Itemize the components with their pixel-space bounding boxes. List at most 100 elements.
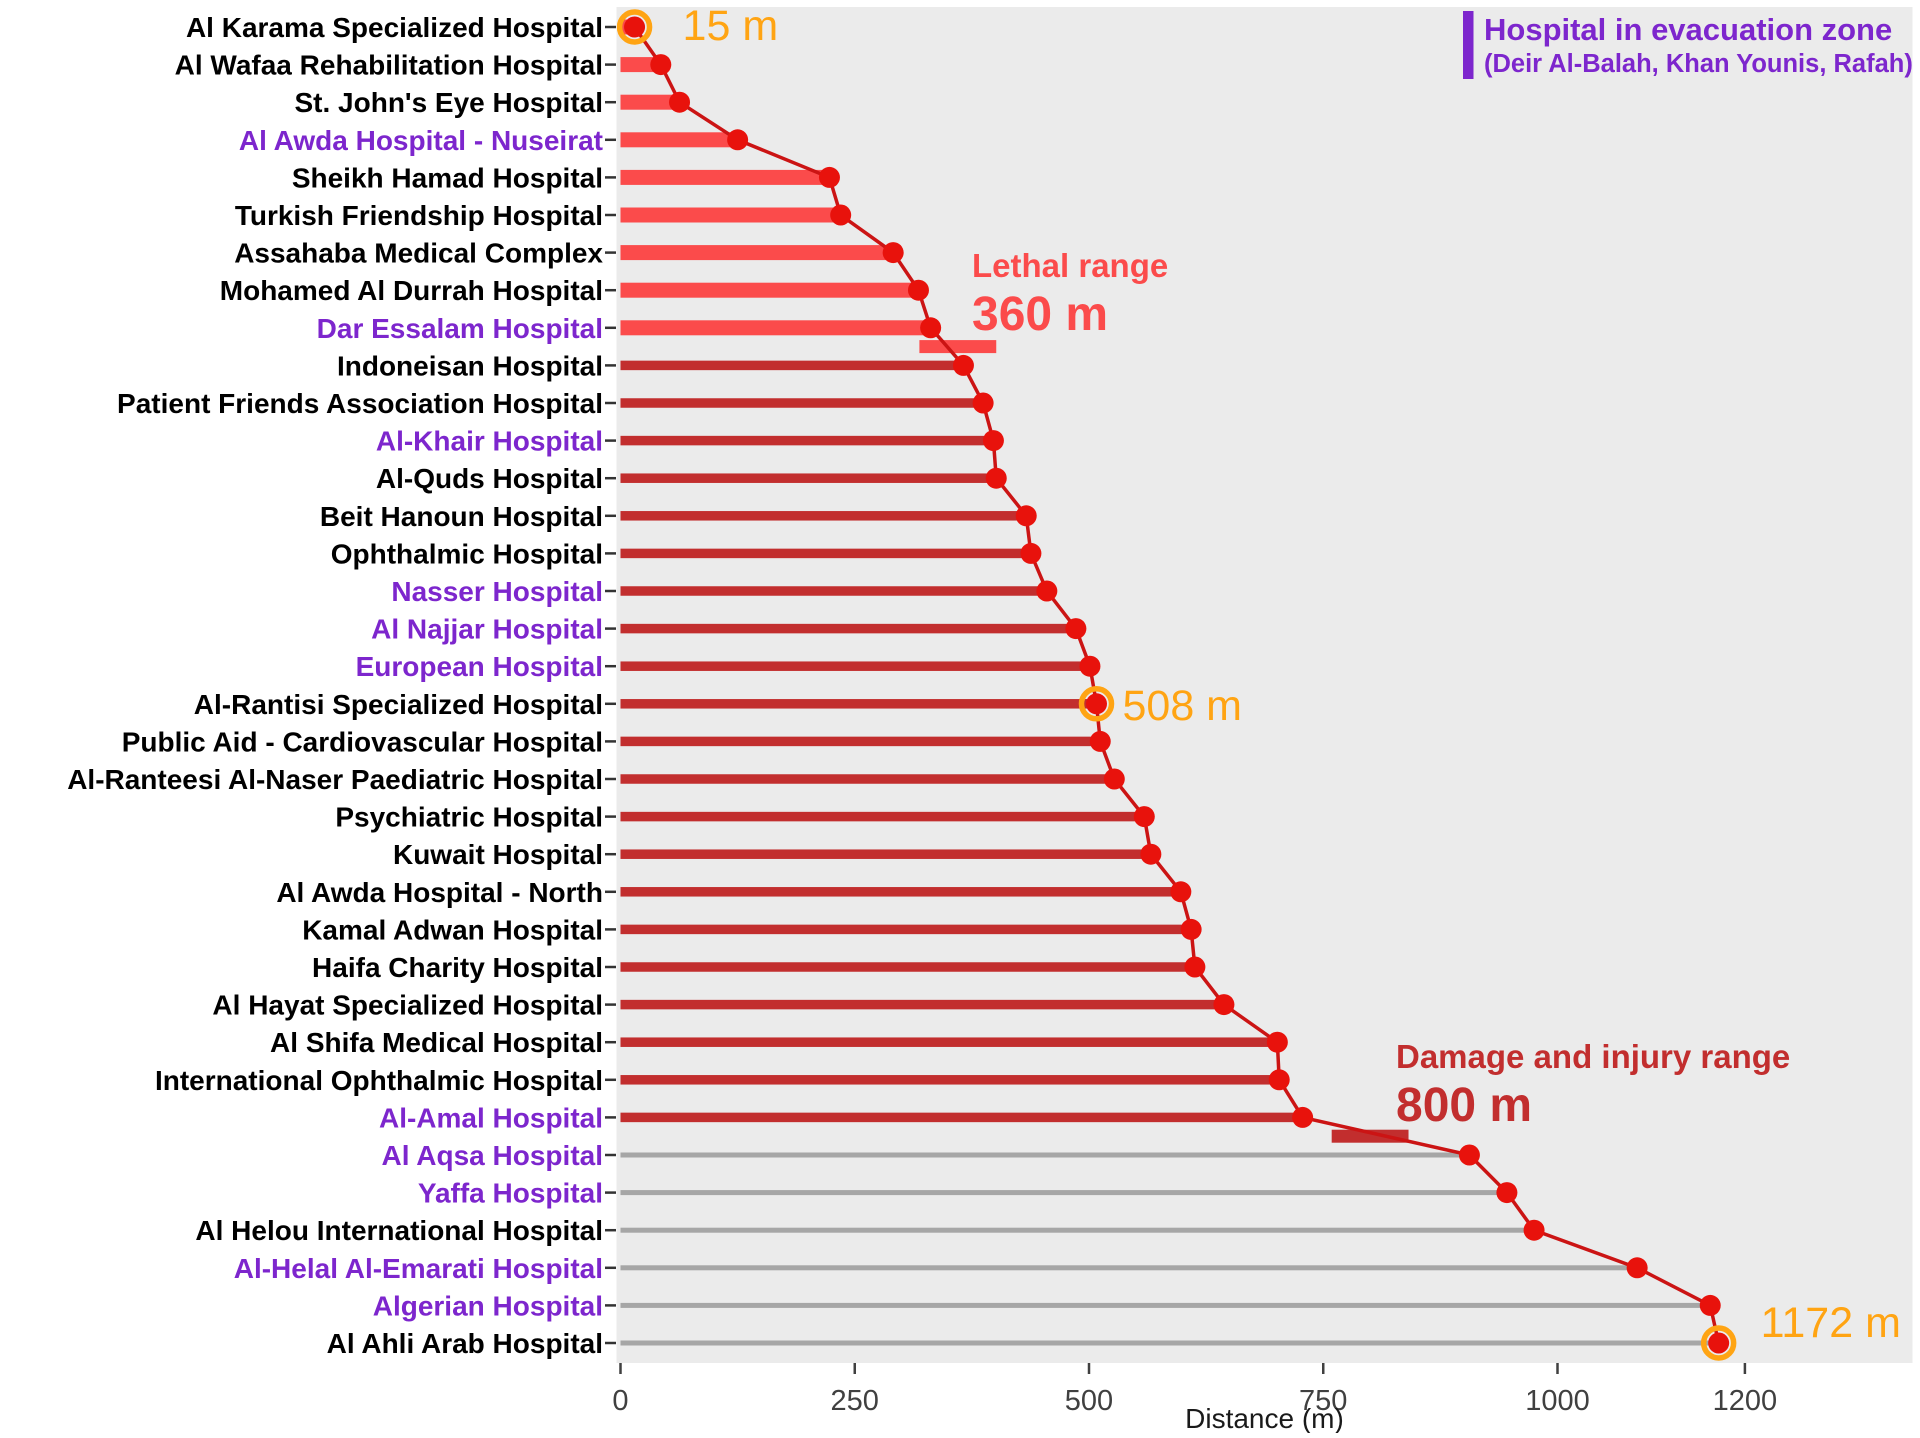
x-tick-label: 750 (1299, 1385, 1347, 1417)
hospital-label: Al-Helal Al-Emarati Hospital (234, 1253, 603, 1284)
threshold-label-lethal: Lethal range (972, 247, 1168, 284)
distance-bar (620, 435, 994, 446)
distance-bar (620, 849, 1151, 859)
data-point (1036, 580, 1058, 602)
distance-bar (620, 736, 1101, 747)
x-tick-label: 500 (1065, 1385, 1113, 1417)
hospital-label: Nasser Hospital (391, 576, 603, 607)
highlight-ring (1700, 1325, 1737, 1361)
hospital-label: International Ophthalmic Hospital (155, 1065, 603, 1096)
trend-line (633, 25, 1721, 1344)
hospital-label: Al-Quds Hospital (376, 463, 603, 494)
threshold-label-damage: Damage and injury range (1396, 1038, 1790, 1075)
highlight-ring (1078, 686, 1115, 722)
hospital-label: Psychiatric Hospital (335, 802, 603, 833)
hospital-label: Sheikh Hamad Hospital (292, 162, 603, 193)
distance-bar (620, 548, 1031, 559)
hospital-label: Al-Ranteesi Al-Naser Paediatric Hospital (67, 764, 603, 795)
hospital-label: Kamal Adwan Hospital (302, 914, 603, 945)
data-point (1458, 1144, 1480, 1166)
hospital-label: Al Ahli Arab Hospital (327, 1328, 603, 1359)
hospital-label: Al Shifa Medical Hospital (270, 1027, 603, 1058)
hospital-label: Al-Rantisi Specialized Hospital (194, 689, 603, 720)
distance-bar (620, 1190, 1507, 1196)
distance-bar (620, 207, 841, 223)
distance-bar (620, 1340, 1719, 1346)
hospital-label: Al-Khair Hospital (376, 426, 603, 457)
legend-swatch (1463, 11, 1474, 79)
distance-bar (620, 511, 1027, 521)
distance-bar (620, 132, 738, 148)
data-point (650, 54, 672, 76)
distance-bar (620, 245, 894, 261)
distance-bar (620, 962, 1195, 972)
highlight-ring (616, 9, 653, 45)
threshold-marker-damage (1331, 1129, 1409, 1143)
callout-label: 1172 m (1761, 1299, 1901, 1347)
distance-bar (620, 1037, 1278, 1047)
threshold-value-lethal: 360 m (972, 288, 1108, 341)
data-point (985, 467, 1007, 489)
distance-bar (620, 586, 1047, 596)
distance-bar (620, 811, 1145, 822)
x-tick-label: 1200 (1713, 1385, 1778, 1417)
distance-bar (620, 999, 1224, 1010)
distance-bar (620, 774, 1115, 784)
hospital-label: Al Awda Hospital - North (276, 877, 603, 908)
distance-bar (620, 623, 1076, 634)
plot-panel (616, 7, 1913, 1363)
distance-bar (620, 1152, 1470, 1158)
distance-bar (620, 1265, 1638, 1271)
hospital-label: Beit Hanoun Hospital (320, 501, 603, 532)
distance-bar (620, 57, 661, 73)
data-point (982, 430, 1004, 452)
data-point (1708, 1332, 1730, 1354)
hospital-label: Al Hayat Specialized Hospital (212, 990, 603, 1021)
distance-bar (620, 1227, 1535, 1233)
data-point (1626, 1257, 1648, 1279)
hospital-label: Mohamed Al Durrah Hospital (220, 275, 603, 306)
threshold-marker-lethal (919, 340, 997, 354)
hospital-label: Al-Amal Hospital (379, 1102, 603, 1133)
data-point (1170, 881, 1192, 903)
hospital-label: Public Aid - Cardiovascular Hospital (122, 726, 603, 757)
distance-bar (620, 887, 1181, 897)
distance-bar (620, 924, 1192, 935)
threshold-value-damage: 800 m (1396, 1079, 1532, 1132)
distance-bar (620, 94, 680, 110)
hospital-label: Al Helou International Hospital (195, 1215, 603, 1246)
data-point (1015, 505, 1037, 527)
hospital-label: Turkish Friendship Hospital (235, 200, 603, 231)
data-point (1180, 918, 1202, 940)
data-point (1699, 1294, 1721, 1316)
distance-bar (620, 473, 997, 483)
distance-bar (620, 320, 931, 336)
data-point (1292, 1106, 1314, 1128)
legend-subtitle: (Deir Al-Balah, Khan Younis, Rafah) (1484, 50, 1913, 78)
hospital-label: Al Wafaa Rehabilitation Hospital (175, 50, 603, 81)
hospital-label: Al Aqsa Hospital (382, 1140, 603, 1171)
data-point (1266, 1031, 1288, 1053)
distance-bar (620, 169, 830, 185)
legend-title: Hospital in evacuation zone (1484, 12, 1892, 47)
data-point (1089, 730, 1111, 752)
data-point (1184, 956, 1206, 978)
data-point (920, 317, 942, 339)
hospital-label: Kuwait Hospital (393, 839, 603, 870)
x-tick-label: 250 (831, 1385, 879, 1417)
data-point (624, 16, 646, 38)
x-tick-label: 1000 (1525, 1385, 1590, 1417)
hospital-label: European Hospital (356, 651, 603, 682)
data-point (727, 129, 749, 151)
data-point (1085, 693, 1107, 715)
data-point (1133, 806, 1155, 828)
distance-bar (620, 282, 919, 298)
data-point (952, 354, 974, 376)
data-point (669, 91, 691, 113)
data-point (830, 204, 852, 226)
hospital-label: Al Najjar Hospital (371, 614, 603, 645)
data-point (818, 166, 840, 188)
distance-bar (620, 661, 1090, 671)
data-point (1140, 843, 1162, 865)
